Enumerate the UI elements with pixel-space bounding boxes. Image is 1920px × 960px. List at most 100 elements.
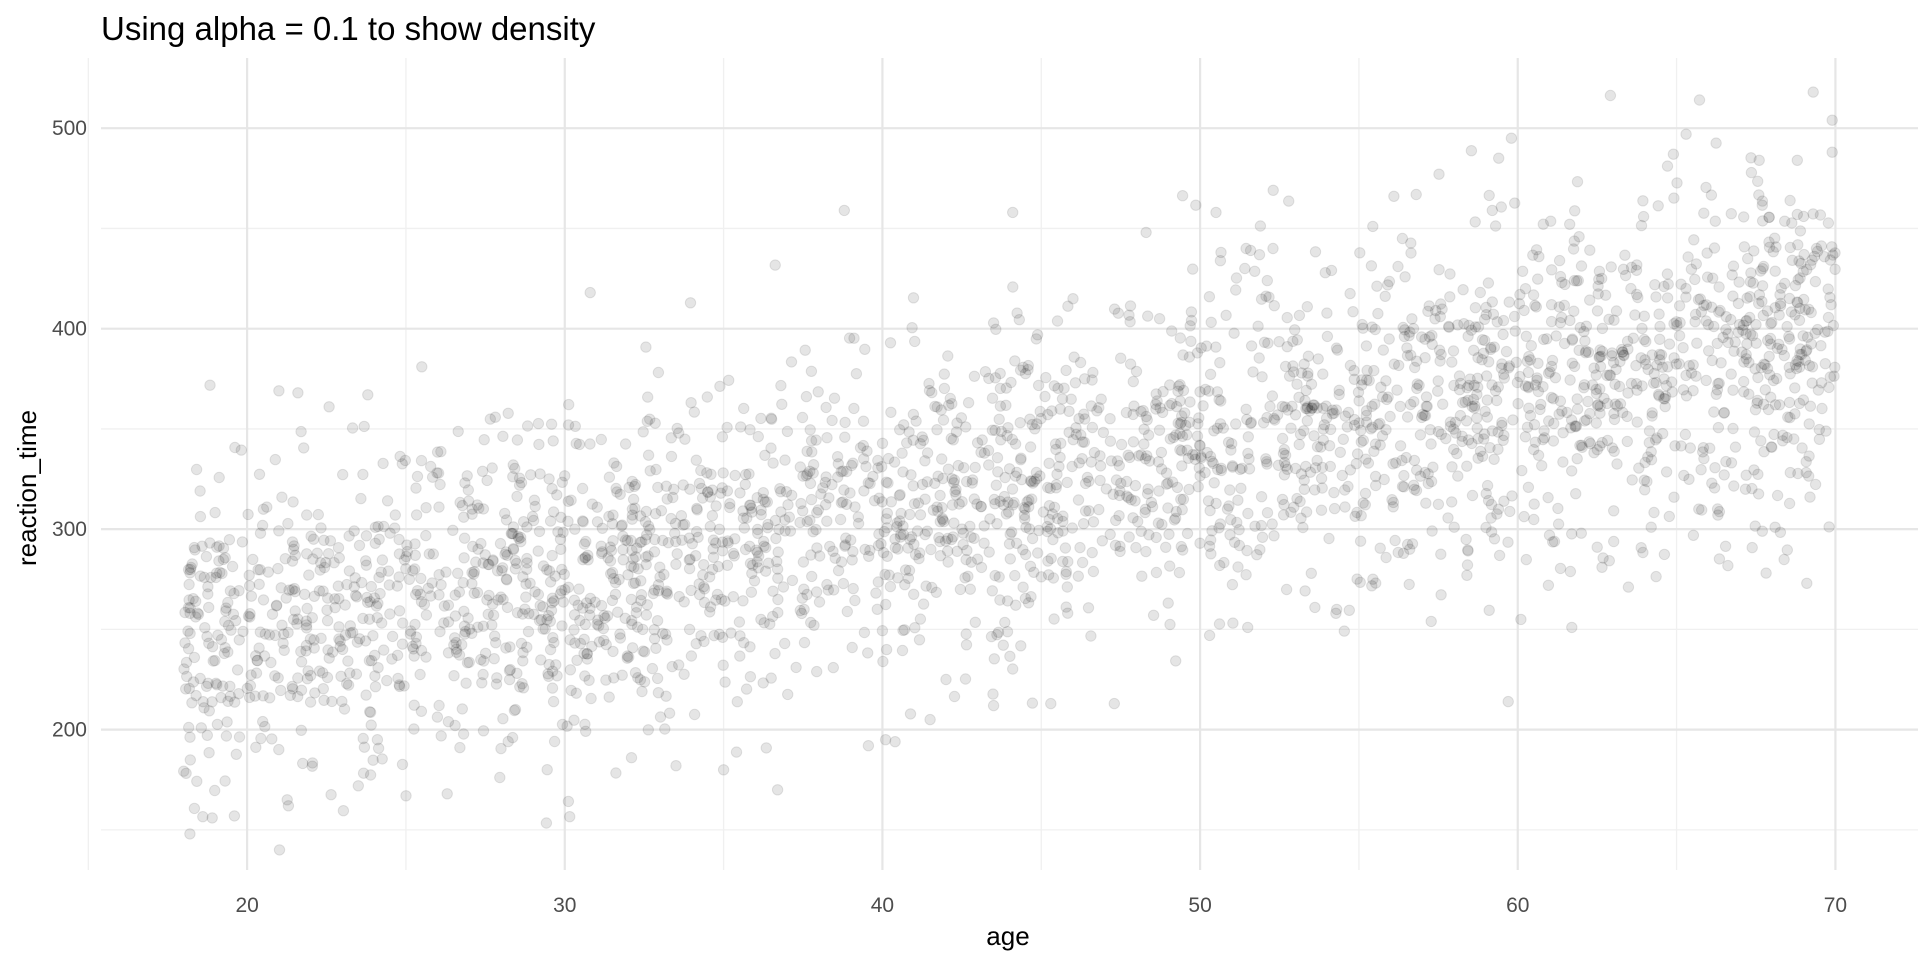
data-point xyxy=(843,332,856,344)
data-point xyxy=(1783,497,1796,510)
data-point xyxy=(1411,378,1424,390)
data-point xyxy=(1524,409,1537,422)
data-point xyxy=(657,534,669,547)
data-point xyxy=(1640,358,1652,370)
data-point xyxy=(458,605,470,617)
data-point xyxy=(707,534,720,546)
data-point xyxy=(829,552,841,564)
data-point xyxy=(1436,303,1448,315)
data-point xyxy=(1466,437,1478,450)
data-point xyxy=(494,537,507,550)
data-point xyxy=(222,596,234,609)
data-point xyxy=(1037,506,1050,518)
data-point xyxy=(840,532,852,544)
data-point xyxy=(827,661,839,674)
data-point xyxy=(927,504,940,516)
data-point xyxy=(629,577,641,589)
data-point xyxy=(1435,298,1447,310)
data-point xyxy=(334,635,346,647)
data-point xyxy=(907,408,920,421)
data-point xyxy=(179,637,191,649)
data-point xyxy=(810,523,822,536)
data-point xyxy=(923,384,936,397)
data-point xyxy=(1369,438,1382,450)
data-point xyxy=(251,654,263,667)
data-point xyxy=(1301,402,1313,415)
data-point xyxy=(1224,484,1236,496)
data-point xyxy=(188,802,201,815)
data-point xyxy=(1689,308,1702,321)
data-point xyxy=(1094,474,1106,487)
data-point xyxy=(611,486,623,498)
data-point xyxy=(1055,437,1067,449)
data-point xyxy=(1353,417,1365,429)
data-point xyxy=(1299,395,1311,407)
data-point xyxy=(471,586,484,599)
data-point xyxy=(1215,462,1227,474)
data-point xyxy=(1496,416,1508,429)
data-point xyxy=(393,679,405,691)
data-point xyxy=(1627,332,1640,344)
data-point xyxy=(622,569,634,581)
data-point xyxy=(882,452,895,465)
data-point xyxy=(1574,321,1587,334)
data-point xyxy=(448,670,460,682)
data-point xyxy=(1788,433,1800,445)
data-point xyxy=(415,705,428,717)
data-point xyxy=(433,569,445,581)
data-point xyxy=(1042,555,1054,567)
data-point xyxy=(547,506,560,518)
data-point xyxy=(1533,250,1545,263)
data-point xyxy=(1474,286,1487,299)
data-point xyxy=(1151,395,1163,407)
data-point xyxy=(1630,359,1642,372)
data-point xyxy=(1353,395,1365,407)
data-point xyxy=(1712,509,1724,521)
data-point xyxy=(1317,434,1330,446)
data-point xyxy=(194,672,206,685)
data-point xyxy=(1401,411,1414,423)
data-point xyxy=(1818,251,1831,263)
data-point xyxy=(1805,338,1818,350)
data-point xyxy=(1423,300,1435,312)
data-point xyxy=(1039,390,1051,403)
data-point xyxy=(795,497,807,510)
data-point xyxy=(652,366,665,379)
data-point xyxy=(1254,544,1266,556)
data-point xyxy=(584,286,596,299)
data-point xyxy=(1727,260,1740,272)
data-point xyxy=(876,625,889,637)
data-point xyxy=(333,633,345,645)
data-point xyxy=(184,828,196,840)
data-point xyxy=(1434,310,1447,323)
data-point xyxy=(464,623,476,635)
data-point xyxy=(1688,234,1700,246)
data-point xyxy=(1330,607,1342,619)
data-point xyxy=(1603,369,1616,381)
data-point xyxy=(806,446,818,458)
data-point xyxy=(892,543,904,555)
data-point xyxy=(1792,467,1804,480)
data-point xyxy=(1295,367,1308,379)
data-point xyxy=(629,478,642,491)
data-point xyxy=(1606,347,1618,359)
data-point xyxy=(1405,349,1417,361)
data-point xyxy=(381,495,394,507)
data-point xyxy=(1727,290,1739,302)
data-point xyxy=(808,619,820,631)
data-point xyxy=(897,466,909,478)
data-point xyxy=(222,619,235,632)
data-point xyxy=(1682,251,1694,263)
data-point xyxy=(435,579,447,591)
data-point xyxy=(798,636,811,649)
data-point xyxy=(1291,378,1303,390)
data-point xyxy=(1823,381,1835,394)
data-point xyxy=(1162,477,1174,489)
data-point xyxy=(1516,464,1528,477)
data-point xyxy=(1019,548,1032,561)
data-point xyxy=(1245,340,1258,352)
data-point xyxy=(1433,168,1445,180)
data-point xyxy=(1140,410,1152,423)
data-point xyxy=(724,498,736,510)
data-point xyxy=(1456,396,1469,409)
